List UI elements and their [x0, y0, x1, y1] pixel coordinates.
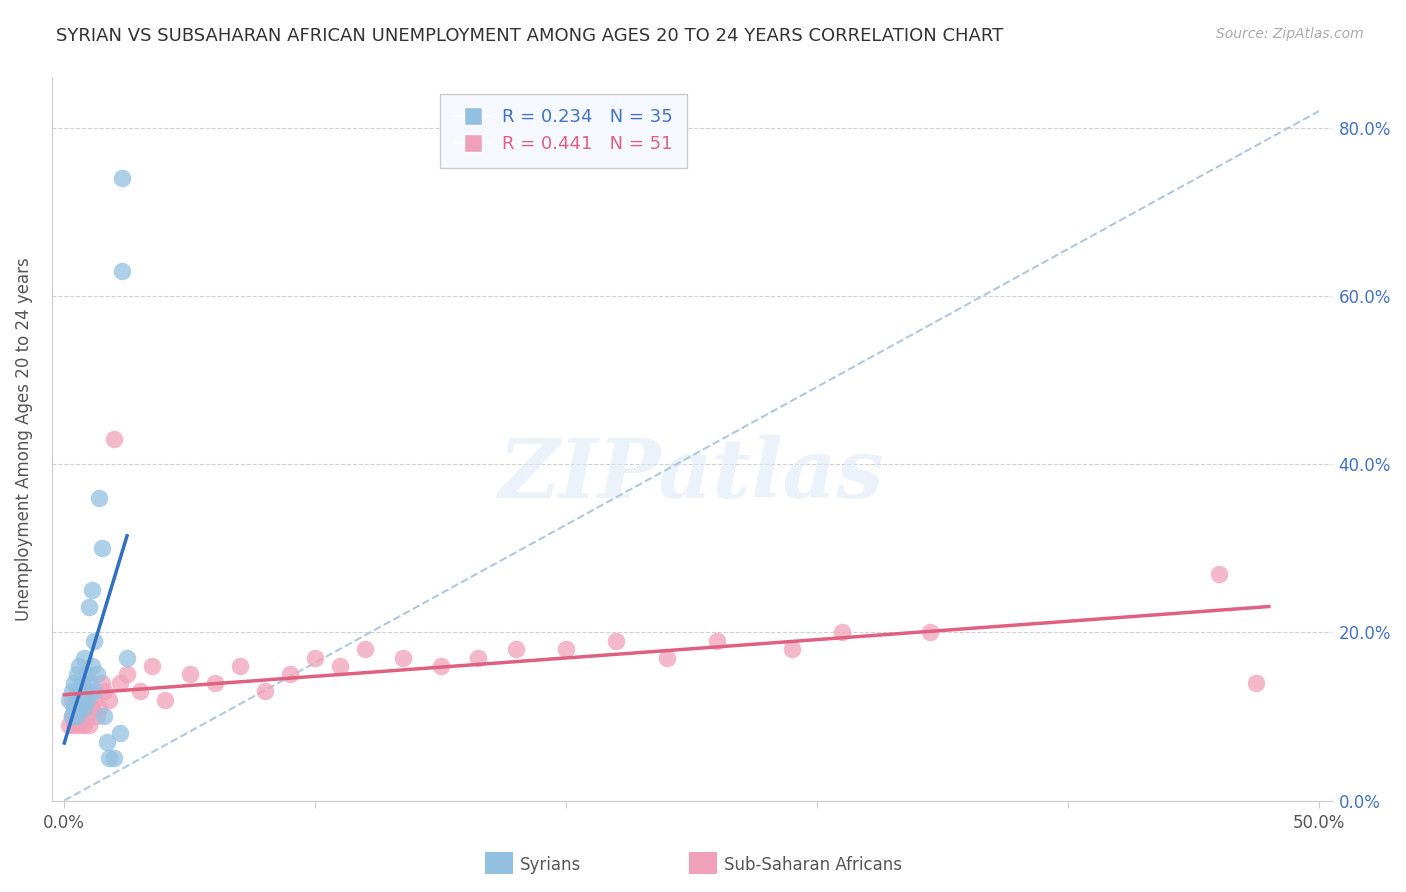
Point: [706, 633, 728, 648]
Point: [66, 667, 89, 681]
Point: [103, 432, 125, 446]
Point: [89, 701, 111, 715]
Point: [70, 675, 93, 690]
Point: [91, 541, 114, 556]
Point: [66, 709, 89, 723]
Point: [141, 659, 163, 673]
Text: Sub-Saharan Africans: Sub-Saharan Africans: [724, 856, 903, 874]
Point: [128, 684, 150, 698]
Point: [304, 650, 326, 665]
Point: [80, 583, 103, 598]
Point: [831, 625, 853, 640]
Point: [63, 701, 86, 715]
Point: [229, 659, 252, 673]
Point: [93, 684, 115, 698]
Point: [80, 659, 103, 673]
Point: [115, 650, 138, 665]
Point: [63, 718, 86, 732]
Point: [254, 684, 277, 698]
Point: [505, 642, 527, 657]
Point: [83, 633, 105, 648]
Point: [73, 718, 96, 732]
Point: [66, 692, 89, 706]
Point: [204, 675, 226, 690]
Point: [89, 491, 111, 505]
Point: [76, 667, 98, 681]
Y-axis label: Unemployment Among Ages 20 to 24 years: Unemployment Among Ages 20 to 24 years: [15, 257, 32, 621]
Point: [354, 642, 377, 657]
Point: [60, 709, 83, 723]
Point: [108, 726, 131, 740]
Point: [67, 659, 90, 673]
Point: [67, 701, 90, 715]
Point: [83, 692, 105, 706]
Point: [467, 650, 489, 665]
Point: [80, 701, 103, 715]
Point: [555, 642, 578, 657]
Point: [73, 650, 96, 665]
Point: [329, 659, 352, 673]
Point: [60, 709, 83, 723]
Point: [111, 264, 134, 278]
Point: [780, 642, 803, 657]
Point: [429, 659, 451, 673]
Point: [58, 692, 80, 706]
Point: [98, 751, 121, 765]
Point: [67, 718, 90, 732]
Point: [605, 633, 627, 648]
Point: [115, 667, 138, 681]
Point: [1246, 675, 1268, 690]
Point: [103, 751, 125, 765]
Point: [278, 667, 301, 681]
Text: Syrians: Syrians: [520, 856, 582, 874]
Point: [73, 701, 96, 715]
Text: SYRIAN VS SUBSAHARAN AFRICAN UNEMPLOYMENT AMONG AGES 20 TO 24 YEARS CORRELATION : SYRIAN VS SUBSAHARAN AFRICAN UNEMPLOYMEN…: [56, 27, 1004, 45]
Point: [108, 675, 131, 690]
Point: [67, 684, 90, 698]
Point: [76, 692, 98, 706]
Point: [79, 600, 101, 615]
Point: [70, 709, 93, 723]
Point: [93, 709, 115, 723]
Point: [91, 675, 114, 690]
Point: [98, 692, 121, 706]
Point: [70, 692, 93, 706]
Point: [73, 684, 96, 698]
Legend: R = 0.234   N = 35, R = 0.441   N = 51: R = 0.234 N = 35, R = 0.441 N = 51: [440, 94, 688, 168]
Point: [63, 701, 86, 715]
Point: [58, 718, 80, 732]
Point: [79, 675, 101, 690]
Point: [76, 692, 98, 706]
Point: [79, 718, 101, 732]
Point: [66, 709, 89, 723]
Point: [60, 684, 83, 698]
Point: [153, 692, 176, 706]
Point: [60, 692, 83, 706]
Point: [70, 692, 93, 706]
Point: [392, 650, 415, 665]
Point: [79, 684, 101, 698]
Point: [73, 701, 96, 715]
Text: Source: ZipAtlas.com: Source: ZipAtlas.com: [1216, 27, 1364, 41]
Point: [111, 171, 134, 186]
Point: [918, 625, 941, 640]
Point: [96, 734, 118, 748]
Point: [76, 709, 98, 723]
Point: [179, 667, 201, 681]
Point: [66, 684, 89, 698]
Point: [655, 650, 678, 665]
Point: [83, 684, 105, 698]
Point: [86, 667, 108, 681]
Text: ZIPatlas: ZIPatlas: [499, 435, 884, 515]
Point: [86, 709, 108, 723]
Point: [1208, 566, 1230, 581]
Point: [63, 675, 86, 690]
Point: [67, 701, 90, 715]
